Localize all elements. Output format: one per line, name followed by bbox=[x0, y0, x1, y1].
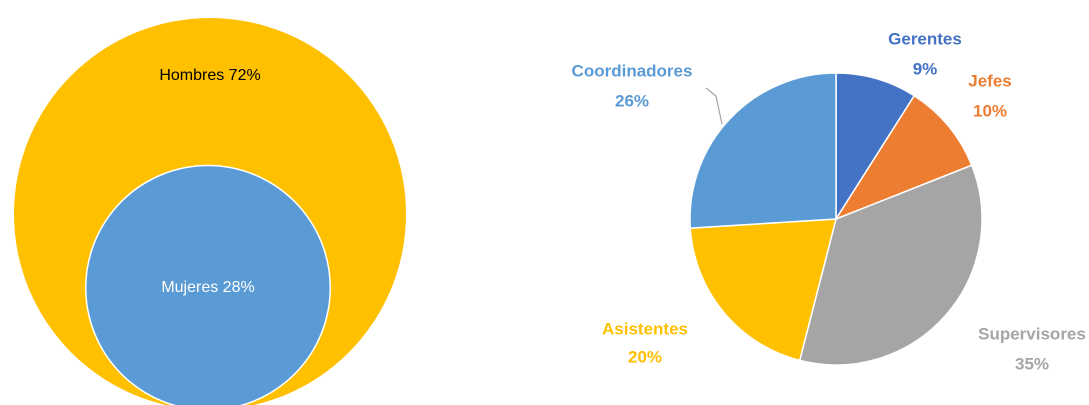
slice-value: 26% bbox=[615, 91, 649, 110]
slice-value: 35% bbox=[1015, 354, 1049, 373]
pie-slice bbox=[835, 72, 916, 222]
slice-label: Coordinadores bbox=[572, 61, 693, 80]
data-label: Mujeres 28% bbox=[161, 279, 254, 296]
pie-slice bbox=[689, 218, 837, 362]
leader-line bbox=[705, 87, 723, 125]
slice-label: Asistentes bbox=[602, 319, 688, 338]
data-label: Hombres 72% bbox=[159, 67, 260, 84]
pie-slice bbox=[689, 72, 837, 229]
slice-label: Jefes bbox=[968, 71, 1011, 90]
pie-slice bbox=[798, 164, 983, 366]
pie-slice bbox=[834, 94, 973, 221]
slice-label: Supervisores bbox=[978, 324, 1086, 343]
slice-value: 9% bbox=[913, 59, 938, 78]
slice-label: Gerentes bbox=[888, 29, 962, 48]
inner-circle bbox=[85, 164, 331, 405]
slice-value: 10% bbox=[973, 101, 1007, 120]
slice-value: 20% bbox=[628, 347, 662, 366]
